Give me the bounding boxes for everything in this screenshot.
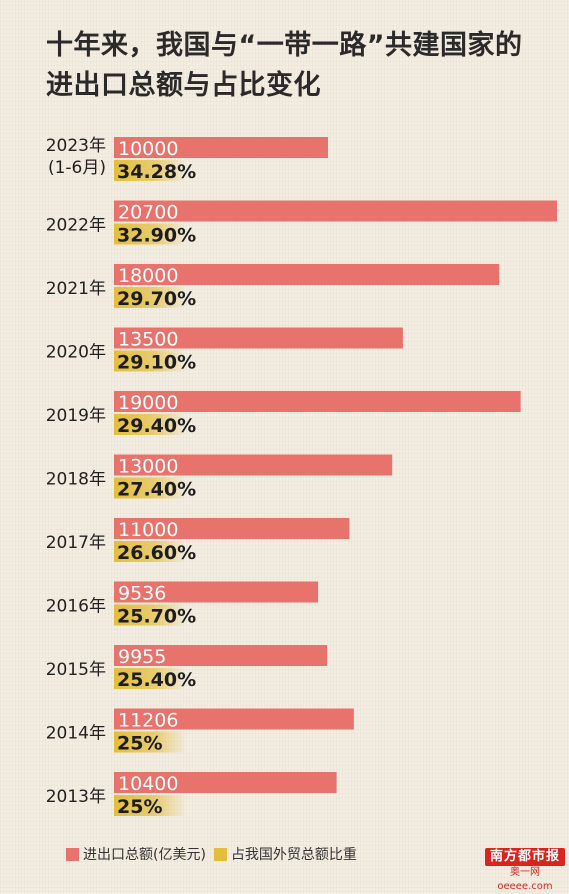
total-value-label: 9536 bbox=[118, 583, 166, 605]
total-value-label: 13500 bbox=[118, 329, 178, 351]
share-bar bbox=[114, 160, 186, 181]
share-value-label: 29.70% bbox=[117, 288, 196, 310]
share-bar bbox=[114, 795, 186, 816]
share-value-label: 26.60% bbox=[117, 542, 196, 564]
year-label: 2015年 bbox=[46, 660, 106, 680]
logo-site: 奥一网oeeee.com bbox=[497, 867, 553, 892]
chart-title-line-1: 十年来，我国与“一带一路”共建国家的 bbox=[46, 30, 523, 61]
share-bar bbox=[114, 604, 186, 626]
legend-label-share: 占我国外贸总额比重 bbox=[230, 847, 357, 863]
share-value-label: 25.70% bbox=[117, 606, 196, 628]
year-label: 2018年 bbox=[46, 470, 106, 490]
share-value-label: 29.40% bbox=[117, 415, 196, 437]
total-value-label: 11206 bbox=[118, 710, 178, 732]
total-bar bbox=[114, 645, 328, 666]
total-bar bbox=[114, 518, 350, 539]
year-sublabel: (1-6月) bbox=[48, 158, 106, 178]
share-bar bbox=[114, 287, 186, 308]
total-value-label: 20700 bbox=[118, 202, 178, 224]
legend-label-total: 进出口总额(亿美元) bbox=[83, 847, 206, 863]
share-value-label: 25% bbox=[117, 796, 162, 818]
share-bar bbox=[114, 414, 186, 435]
share-value-label: 34.28% bbox=[117, 161, 196, 183]
year-label: 2014年 bbox=[46, 724, 106, 744]
total-value-label: 9955 bbox=[118, 646, 166, 668]
total-bar bbox=[114, 581, 319, 603]
share-value-label: 25% bbox=[117, 733, 162, 755]
year-label: 2017年 bbox=[46, 533, 106, 553]
total-bar bbox=[114, 327, 403, 349]
chart-title-line-2: 进出口总额与占比变化 bbox=[46, 70, 321, 101]
share-bar bbox=[114, 731, 186, 753]
total-bar bbox=[114, 264, 500, 285]
total-value-label: 11000 bbox=[118, 519, 178, 541]
chart-title: 十年来，我国与“一带一路”共建国家的 进出口总额与占比变化 bbox=[46, 26, 546, 106]
total-value-label: 19000 bbox=[118, 392, 178, 414]
total-bar bbox=[114, 772, 337, 793]
total-bar bbox=[114, 708, 354, 730]
share-bar bbox=[114, 541, 186, 562]
share-bar bbox=[114, 668, 186, 689]
total-value-label: 10400 bbox=[118, 773, 178, 795]
total-bar bbox=[114, 200, 557, 222]
legend-item-total: 进出口总额(亿美元) bbox=[66, 844, 206, 864]
total-bar bbox=[114, 391, 521, 412]
year-label: 2023年 bbox=[46, 136, 106, 156]
year-label: 2021年 bbox=[46, 279, 106, 299]
total-value-label: 10000 bbox=[118, 138, 178, 160]
year-label: 2013年 bbox=[46, 787, 106, 807]
total-bar bbox=[114, 454, 393, 476]
legend-swatch-total bbox=[66, 847, 79, 861]
legend: 进出口总额(亿美元) 占我国外贸总额比重 bbox=[66, 844, 365, 864]
total-value-label: 13000 bbox=[118, 456, 178, 478]
year-label: 2020年 bbox=[46, 343, 106, 363]
year-label: 2016年 bbox=[46, 597, 106, 617]
year-label: 2022年 bbox=[46, 216, 106, 236]
share-bar bbox=[114, 350, 186, 372]
legend-item-share: 占我国外贸总额比重 bbox=[213, 844, 357, 864]
legend-swatch-share bbox=[213, 847, 227, 861]
share-value-label: 32.90% bbox=[117, 225, 196, 247]
share-bar bbox=[114, 223, 186, 245]
share-value-label: 29.10% bbox=[117, 352, 196, 374]
logo-brand: 南方都市报 bbox=[485, 848, 565, 866]
total-value-label: 18000 bbox=[118, 265, 178, 287]
share-bar bbox=[114, 477, 186, 499]
publisher-logo: 南方都市报 奥一网oeeee.com bbox=[485, 848, 565, 894]
share-value-label: 27.40% bbox=[117, 479, 196, 501]
total-bar bbox=[114, 137, 329, 158]
year-label: 2019年 bbox=[46, 406, 106, 426]
share-value-label: 25.40% bbox=[117, 669, 196, 691]
